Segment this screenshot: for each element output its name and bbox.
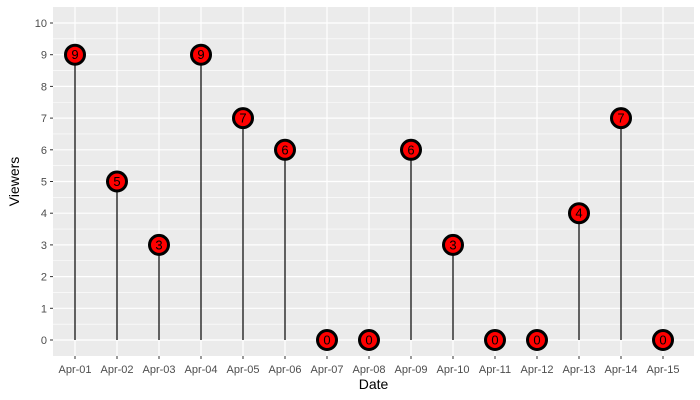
data-label: 9	[197, 47, 204, 62]
y-tick-label: 10	[35, 18, 47, 30]
data-point	[316, 329, 338, 351]
y-tick-label: 3	[41, 240, 47, 252]
data-point	[274, 138, 296, 161]
y-tick-label: 8	[41, 81, 47, 93]
stem-layer	[74, 54, 622, 340]
data-point	[610, 107, 632, 130]
x-tick-label: Apr-04	[184, 364, 217, 376]
data-point	[190, 43, 212, 66]
x-axis-title: Date	[359, 376, 389, 392]
x-tick-label: Apr-02	[100, 364, 133, 376]
data-point	[526, 329, 548, 351]
data-label: 7	[617, 111, 624, 126]
x-tick-label: Apr-07	[310, 364, 343, 376]
data-point	[106, 170, 128, 193]
y-tick-label: 9	[41, 50, 47, 62]
y-axis: 0 1 2 3 4 5 6 7 8 9 10	[35, 18, 53, 347]
data-point	[568, 202, 590, 225]
y-tick-label: 0	[41, 335, 47, 347]
x-tick-label: Apr-11	[479, 364, 511, 376]
y-tick-label: 6	[41, 145, 47, 157]
data-label: 4	[575, 206, 582, 221]
y-tick-label: 1	[41, 303, 47, 315]
x-tick-label: Apr-12	[520, 364, 553, 376]
y-tick-label: 4	[41, 208, 47, 220]
x-tick-label: Apr-01	[58, 364, 91, 376]
x-tick-label: Apr-05	[226, 364, 259, 376]
x-tick-label: Apr-13	[562, 364, 595, 376]
data-label: 9	[71, 47, 78, 62]
y-tick-label: 7	[41, 113, 47, 125]
x-tick-label: Apr-06	[268, 364, 301, 376]
x-tick-label: Apr-03	[142, 364, 175, 376]
y-tick-label: 2	[41, 272, 47, 284]
data-label: 3	[449, 237, 456, 252]
data-label: 6	[281, 142, 288, 157]
data-point	[442, 233, 464, 256]
data-label: 0	[323, 333, 330, 348]
data-label: 3	[155, 237, 162, 252]
data-label: 0	[659, 333, 666, 348]
x-tick-label: Apr-08	[352, 364, 385, 376]
x-tick-label: Apr-10	[436, 364, 469, 376]
data-point	[148, 233, 170, 256]
data-point	[484, 329, 506, 351]
data-label: 0	[491, 333, 498, 348]
x-axis: Apr-01 Apr-02 Apr-03 Apr-04 Apr-05 Apr-06 Apr-…	[58, 356, 680, 376]
y-tick-label: 5	[41, 177, 47, 189]
data-point	[358, 329, 380, 351]
point-layer: 9 5 3 9 7 6 0 0 6 3 0 0 4 7 0	[64, 43, 674, 351]
x-tick-label: Apr-15	[646, 364, 679, 376]
data-point	[652, 329, 674, 351]
data-point	[232, 107, 254, 130]
x-tick-label: Apr-09	[394, 364, 427, 376]
data-point	[400, 138, 422, 161]
x-tick-label: Apr-14	[604, 364, 637, 376]
y-axis-title: Viewers	[6, 157, 22, 207]
data-label: 0	[365, 333, 372, 348]
data-label: 7	[239, 111, 246, 126]
data-label: 0	[533, 333, 540, 348]
data-label: 6	[407, 142, 414, 157]
data-point	[64, 43, 86, 66]
data-label: 5	[113, 174, 120, 189]
